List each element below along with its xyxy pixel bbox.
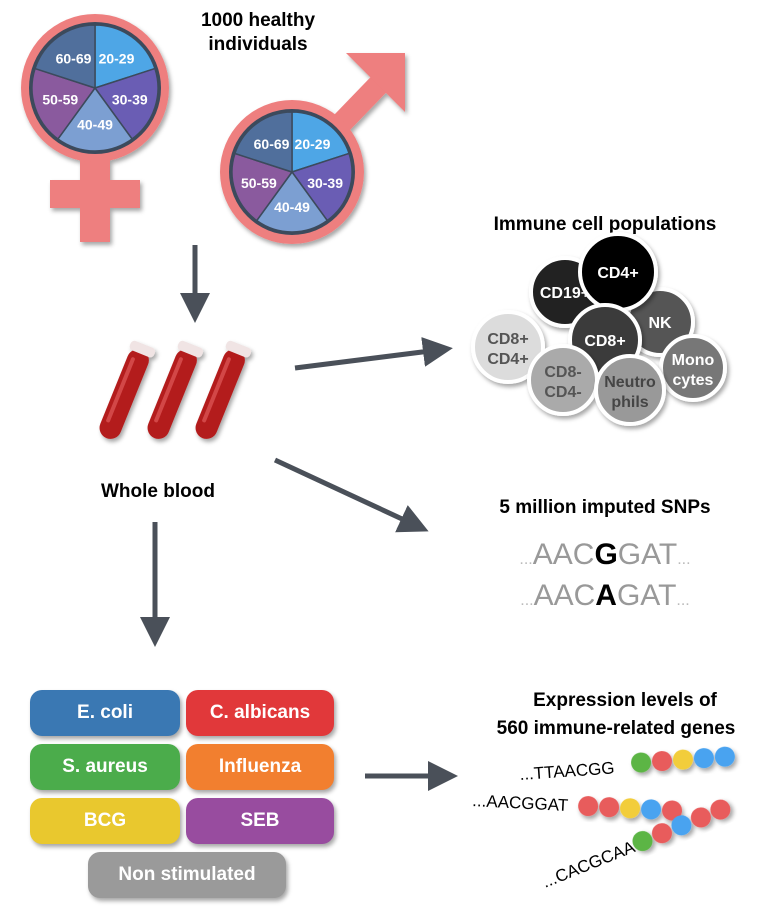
age-label: 50-59 [241,175,277,191]
expression-title-line1: Expression levels of [533,690,717,711]
seq-left: AAC [533,538,595,571]
seq-prefix: ... [519,551,532,568]
blood-tubes-icon [99,340,252,439]
stimulus-bcg: BCG [30,798,180,844]
svg-text:...AACGGAT...: ...AACGGAT... [519,538,690,571]
cell-label: Mono [672,352,715,369]
immune-cell-cluster: CD8+CD4+CD19+NKCD4+CD8+CD8-CD4-Monocytes… [471,232,727,426]
cell-neutrophils: Neutro phils [594,354,666,426]
read-2: ...AACGGAT [472,791,683,821]
pie-slice-40-49 [255,170,329,233]
age-label: 30-39 [307,175,343,191]
cell-label: CD4+ [487,351,528,368]
age-label: 60-69 [56,50,92,66]
cohort-title-line2: individuals [208,34,307,55]
cohort-title-line1: 1000 healthy [201,10,315,31]
pie-slice-20-29 [94,24,156,90]
cell-cd8cd4: CD8+ CD4+ [471,310,545,384]
cell-label: CD4- [544,384,581,401]
read-sequence: ...CACGCAA [539,837,638,892]
age-label: 30-39 [112,91,148,107]
cell-label: CD8- [544,364,581,381]
cell-cd4: CD4+ [578,232,658,312]
snp-sequence-2: ...AACAGAT... [520,579,690,612]
pie-slice-60-69 [34,24,96,90]
seq-prefix: ... [520,592,533,609]
age-label: 40-49 [77,117,113,133]
immune-cells-title: Immune cell populations [494,214,717,235]
age-label: 50-59 [42,91,78,107]
stimulus-seb: SEB [186,798,334,844]
cell-label: CD19+ [540,285,590,302]
cell-monocytes: Mono cytes [659,334,727,402]
arrow-to-cells [294,336,453,371]
age-label: 60-69 [254,136,290,152]
pie-slice-50-59 [31,67,97,141]
age-label: 20-29 [99,50,135,66]
pie-slice-60-69 [233,111,293,174]
male-age-pie: 20-29 30-39 40-49 50-59 60-69 [229,109,355,235]
cell-label: NK [648,315,672,332]
read-sequence: ...TTAACGG [519,758,615,784]
seq-right: GAT [617,579,676,612]
age-label: 20-29 [295,136,331,152]
age-label: 40-49 [274,199,310,215]
female-age-pie: 20-29 30-39 40-49 50-59 60-69 [29,22,161,154]
cell-label: CD4+ [597,265,638,282]
arrow-to-snps [273,457,429,533]
pie-slice-30-39 [290,152,353,222]
svg-text:...AACAGAT...: ...AACAGAT... [520,579,690,612]
stimulus-e-coli: E. coli [30,690,180,736]
pie-slice-30-39 [93,67,159,141]
seq-suffix: ... [677,551,690,568]
pie-slice-40-49 [56,86,134,152]
cell-label: CD8+ [487,331,528,348]
read-sequence: ...AACGGAT [472,791,569,815]
seq-suffix: ... [676,592,689,609]
snp-sequence-1: ...AACGGAT... [519,538,690,571]
stimulus-c-albicans: C. albicans [186,690,334,736]
cell-label: cytes [673,372,714,389]
whole-blood-label: Whole blood [101,481,215,502]
snp-variant: A [595,579,617,612]
stimulus-influenza: Influenza [186,744,334,790]
stimulus-s-aureus: S. aureus [30,744,180,790]
read-1: ...TTAACGG [519,746,735,784]
stimulus-non-stimulated: Non stimulated [88,852,286,898]
pie-slice-20-29 [291,111,351,174]
snps-title: 5 million imputed SNPs [499,497,710,518]
cell-label: phils [611,394,648,411]
expression-title-line2: 560 immune-related genes [497,718,736,739]
cell-label: CD8+ [584,333,625,350]
cell-cd8cd4: CD8- CD4- [527,344,599,416]
cell-label: Neutro [604,374,656,391]
snp-variant: G [594,538,617,571]
seq-right: GAT [618,538,677,571]
pie-slice-50-59 [231,152,294,222]
seq-left: AAC [534,579,596,612]
